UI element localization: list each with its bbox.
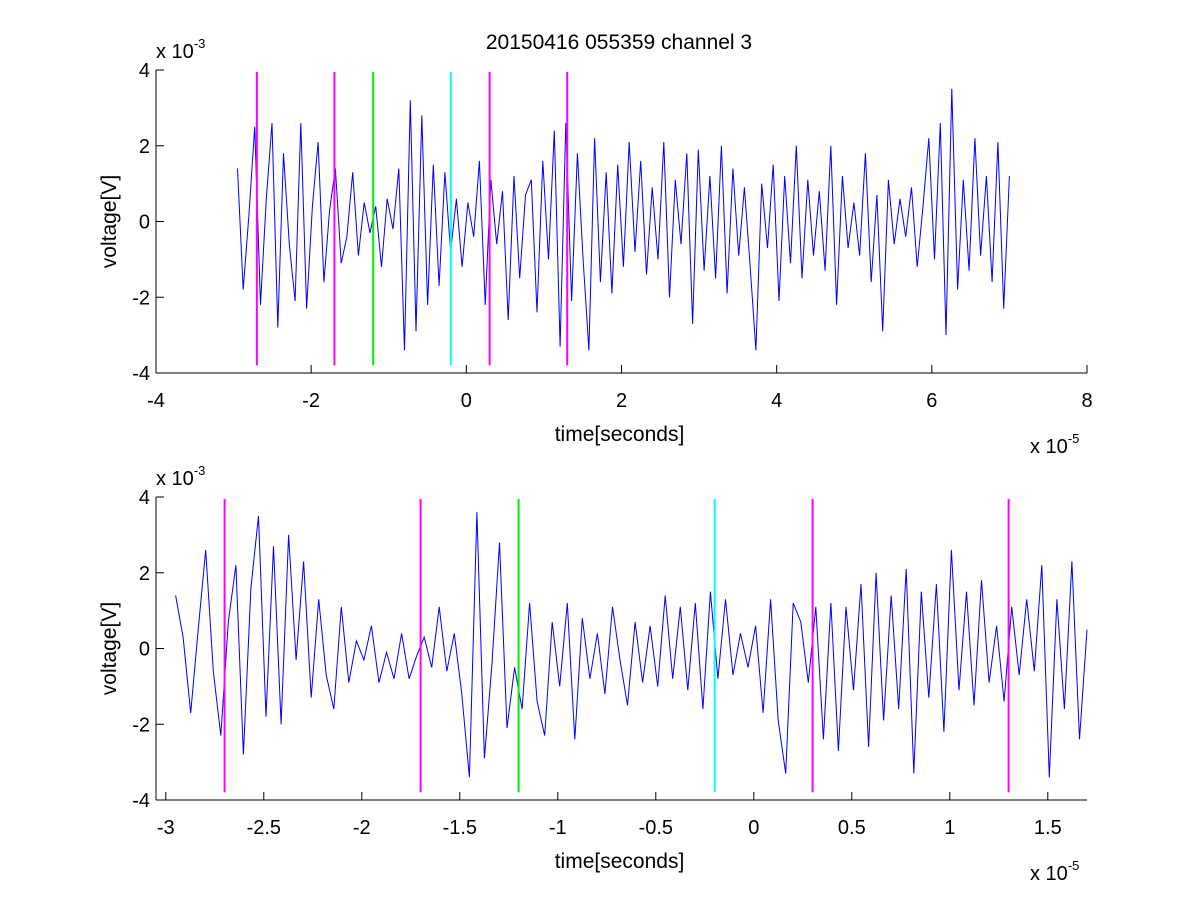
x-tick-label: -0.5 [639,817,673,839]
x-tick-label: 4 [771,390,782,412]
x-tick-label: 1.5 [1034,817,1062,839]
x-tick-label: -2.5 [247,817,281,839]
y-tick-label: 0 [139,212,150,234]
y-axis-label: voltage[V] [98,175,121,268]
y-tick-label: -4 [132,790,150,812]
x-axis-multiplier: x 10-5 [1030,858,1079,885]
x-tick-label: -4 [147,390,165,412]
x-tick-label: 2 [616,390,627,412]
x-axis-label: time[seconds] [555,423,685,446]
x-tick-label: 8 [1081,390,1092,412]
bottom-axes: -3 -2.5 -2 -1.5 -1 -0.5 0 0.5 1 1.5 -4 -2 0 2 4 x 10-3 x… [98,463,1088,885]
top-axes: -4 -2 0 2 4 6 8 -4 -2 0 2 4 x 10-3 x 10-5 time[seconds… [98,36,1093,458]
y-tick-label: -4 [132,363,150,385]
y-tick-label: -2 [132,287,150,309]
signal-trace [237,88,1010,351]
y-tick-label: 0 [139,639,150,661]
y-tick-label: -2 [132,714,150,736]
x-tick-label: -3 [157,817,175,839]
y-tick-label: 2 [139,563,150,585]
x-tick-label: 0.5 [838,817,866,839]
x-tick-label: 1 [944,817,955,839]
y-tick-label: 4 [139,487,150,509]
x-tick-label: 6 [926,390,937,412]
y-axis-multiplier: x 10-3 [156,36,205,63]
y-tick-label: 2 [139,136,150,158]
signal-trace [175,512,1088,778]
x-tick-label: 0 [461,390,472,412]
y-tick-label: 4 [139,60,150,82]
figure-title: 20150416 055359 channel 3 [486,31,752,54]
x-axis-label: time[seconds] [555,850,685,873]
y-axis-label: voltage[V] [98,602,121,695]
x-tick-label: -2 [353,817,371,839]
x-tick-label: -2 [302,390,320,412]
x-axis-multiplier: x 10-5 [1030,431,1079,458]
y-axis-multiplier: x 10-3 [156,463,205,490]
x-tick-label: 0 [748,817,759,839]
x-tick-label: -1 [549,817,567,839]
x-tick-label: -1.5 [443,817,477,839]
